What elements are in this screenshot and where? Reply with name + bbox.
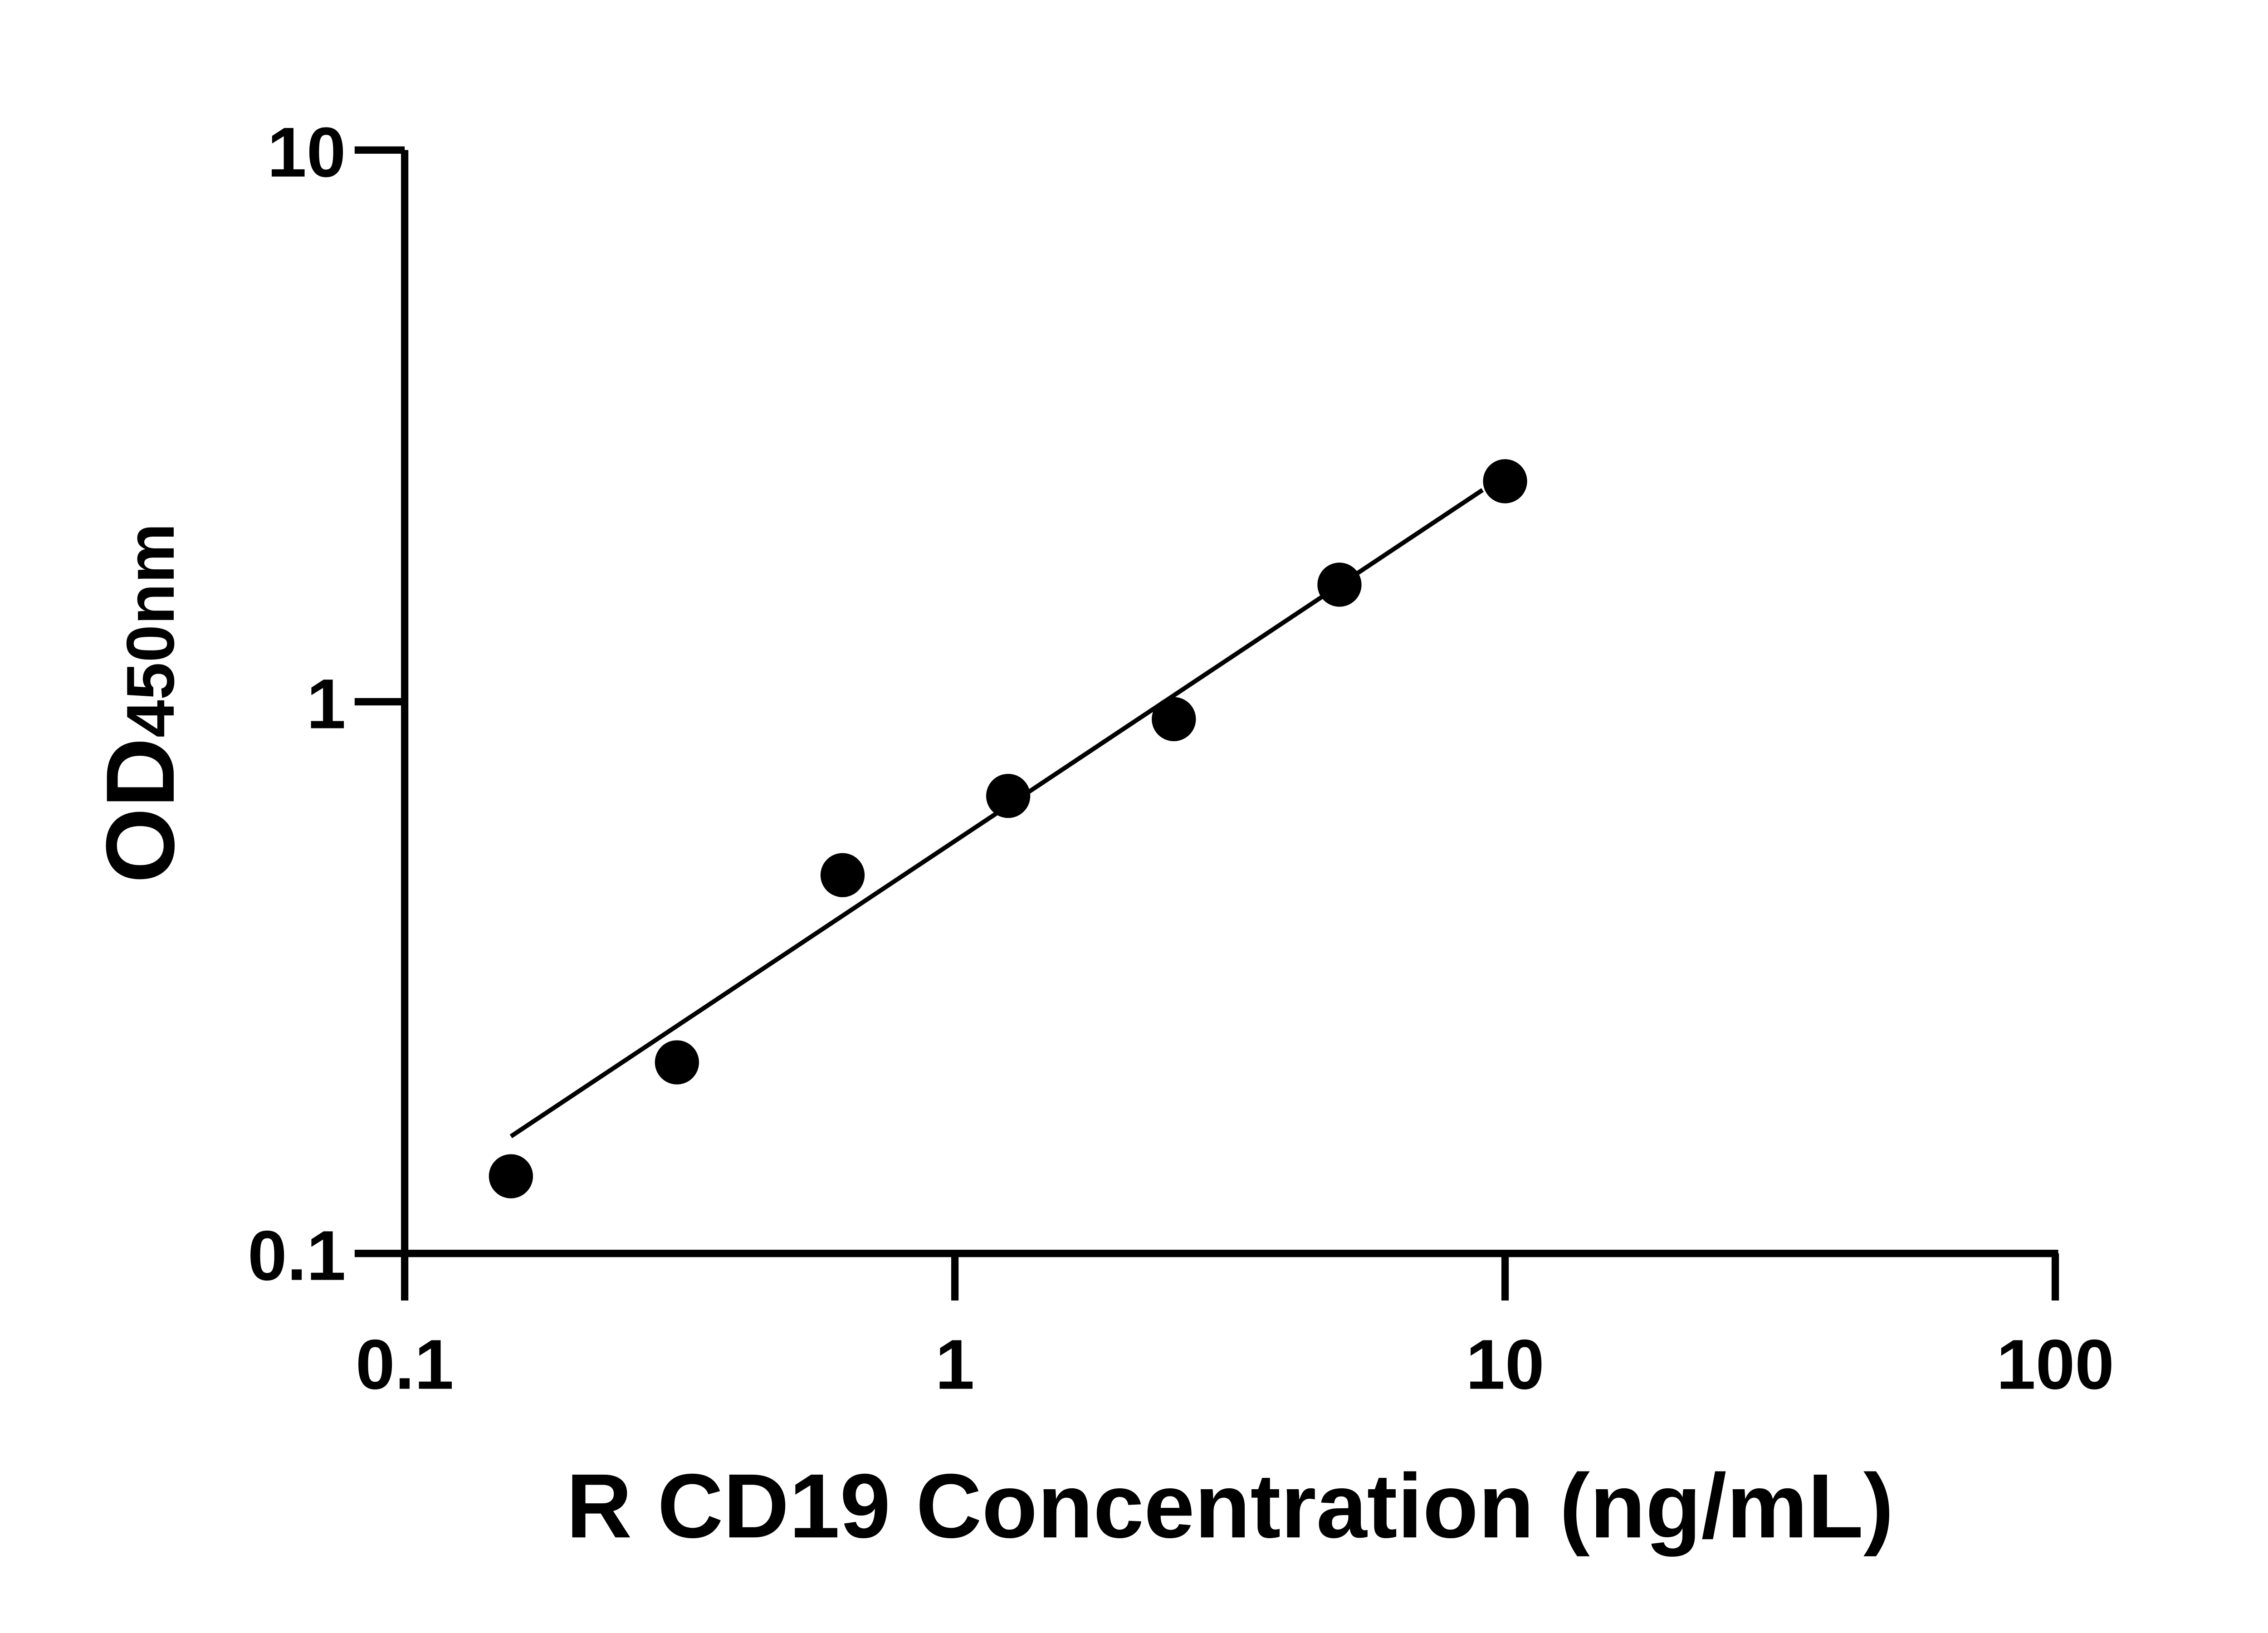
- y-axis-label-sub: 450nm: [112, 523, 188, 738]
- data-points: [489, 459, 1527, 1198]
- data-point: [986, 773, 1031, 818]
- x-axis-label: R CD19 Concentration (ng/mL): [566, 1455, 1894, 1557]
- data-point: [655, 1040, 699, 1085]
- y-axis-label-main: OD: [86, 738, 195, 883]
- y-axis-label: OD450nm: [86, 523, 195, 883]
- data-point: [1483, 459, 1527, 504]
- x-tick-label: 1: [935, 1325, 975, 1404]
- axes: [401, 150, 2058, 1257]
- x-tick-label: 100: [1996, 1325, 2114, 1404]
- x-tick-label: 10: [1466, 1325, 1545, 1404]
- y-tick-label: 1: [307, 664, 346, 743]
- data-point: [1152, 697, 1196, 742]
- ticks: 0.1 1 10 100 0.1 1 10: [248, 112, 2114, 1403]
- x-tick-label: 0.1: [356, 1325, 454, 1404]
- y-tick-label: 0.1: [248, 1216, 346, 1295]
- y-tick-label: 10: [267, 112, 346, 191]
- data-point: [1317, 562, 1362, 607]
- data-point: [489, 1154, 533, 1198]
- data-point: [820, 853, 865, 897]
